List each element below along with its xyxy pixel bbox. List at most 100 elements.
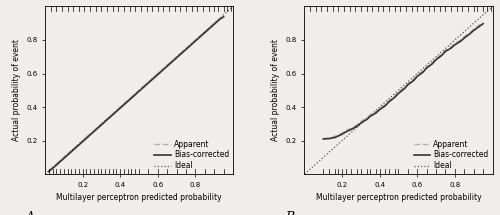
Bias-corrected xyxy=(155,73,161,76)
Apparent xyxy=(70,148,76,150)
Apparent xyxy=(117,106,123,108)
Apparent xyxy=(192,39,198,41)
Apparent xyxy=(339,132,345,134)
Bias-corrected xyxy=(220,15,226,18)
Apparent xyxy=(76,143,82,145)
Bias-corrected xyxy=(433,58,439,61)
Apparent xyxy=(358,120,364,123)
Apparent xyxy=(405,82,411,85)
Bias-corrected xyxy=(170,60,176,62)
Apparent xyxy=(467,31,473,34)
Bias-corrected xyxy=(142,85,148,88)
Apparent xyxy=(89,131,95,134)
Bias-corrected xyxy=(462,37,468,39)
Bias-corrected xyxy=(89,132,95,135)
Apparent xyxy=(170,59,176,61)
X-axis label: Multilayer perceptron predicted probability: Multilayer perceptron predicted probabil… xyxy=(316,193,482,202)
Apparent xyxy=(80,139,86,142)
Apparent xyxy=(368,113,374,116)
Apparent xyxy=(202,30,208,33)
Apparent xyxy=(401,86,407,89)
Bias-corrected xyxy=(217,18,223,20)
Apparent xyxy=(123,101,129,103)
Bias-corrected xyxy=(430,63,436,65)
Bias-corrected xyxy=(180,51,186,54)
Apparent xyxy=(217,17,223,20)
Bias-corrected xyxy=(339,133,345,135)
Apparent xyxy=(94,126,100,129)
Line: Bias-corrected: Bias-corrected xyxy=(324,24,483,139)
Bias-corrected xyxy=(98,124,104,126)
Bias-corrected xyxy=(123,102,129,104)
Bias-corrected xyxy=(448,47,454,49)
Apparent xyxy=(373,110,379,113)
Apparent xyxy=(98,123,104,125)
Apparent xyxy=(188,42,194,45)
Bias-corrected xyxy=(405,83,411,86)
Bias-corrected xyxy=(364,118,370,121)
Legend: Apparent, Bias-corrected, Ideal: Apparent, Bias-corrected, Ideal xyxy=(154,140,229,170)
Line: Apparent: Apparent xyxy=(324,22,483,139)
Bias-corrected xyxy=(467,32,473,35)
Apparent xyxy=(164,64,170,66)
Bias-corrected xyxy=(192,40,198,42)
Bias-corrected xyxy=(343,131,349,133)
Bias-corrected xyxy=(94,127,100,129)
Apparent xyxy=(458,39,464,41)
Y-axis label: Actual probability of event: Actual probability of event xyxy=(12,39,20,141)
Apparent xyxy=(470,28,476,30)
Bias-corrected xyxy=(76,144,82,146)
Apparent xyxy=(410,78,416,81)
Bias-corrected xyxy=(438,54,444,57)
Bias-corrected xyxy=(420,71,426,74)
Apparent xyxy=(108,114,114,117)
Bias-corrected xyxy=(85,135,91,138)
Apparent xyxy=(480,21,486,24)
Apparent xyxy=(386,99,392,102)
Bias-corrected xyxy=(382,104,388,107)
Bias-corrected xyxy=(401,88,407,90)
Bias-corrected xyxy=(183,48,189,51)
Bias-corrected xyxy=(160,68,166,71)
Bias-corrected xyxy=(202,31,208,34)
Bias-corrected xyxy=(146,82,152,84)
Apparent xyxy=(211,22,217,25)
Bias-corrected xyxy=(452,43,458,46)
Legend: Apparent, Bias-corrected, Ideal: Apparent, Bias-corrected, Ideal xyxy=(414,140,488,170)
Bias-corrected xyxy=(358,122,364,124)
Bias-corrected xyxy=(151,77,157,79)
Apparent xyxy=(376,107,382,109)
Bias-corrected xyxy=(326,137,332,140)
Bias-corrected xyxy=(70,149,76,151)
Apparent xyxy=(392,95,398,97)
Apparent xyxy=(420,70,426,72)
Apparent xyxy=(438,53,444,55)
Apparent xyxy=(142,84,148,87)
Apparent xyxy=(151,76,157,78)
Bias-corrected xyxy=(410,79,416,82)
Apparent xyxy=(343,129,349,132)
Bias-corrected xyxy=(332,136,338,139)
Apparent xyxy=(85,134,91,137)
Bias-corrected xyxy=(52,166,58,168)
Apparent xyxy=(132,92,138,95)
Apparent xyxy=(57,160,63,162)
Bias-corrected xyxy=(57,160,63,163)
Apparent xyxy=(61,156,67,159)
Apparent xyxy=(336,134,342,136)
Bias-corrected xyxy=(480,22,486,25)
Apparent xyxy=(433,57,439,60)
Bias-corrected xyxy=(61,157,67,160)
Apparent xyxy=(183,47,189,50)
Bias-corrected xyxy=(424,67,430,69)
Apparent xyxy=(424,66,430,68)
Line: Apparent: Apparent xyxy=(49,16,224,171)
Apparent xyxy=(220,14,226,17)
Bias-corrected xyxy=(164,65,170,68)
Apparent xyxy=(180,51,186,53)
Bias-corrected xyxy=(376,108,382,111)
Line: Bias-corrected: Bias-corrected xyxy=(49,17,224,172)
Bias-corrected xyxy=(320,138,326,140)
Bias-corrected xyxy=(336,135,342,137)
Bias-corrected xyxy=(64,154,70,156)
